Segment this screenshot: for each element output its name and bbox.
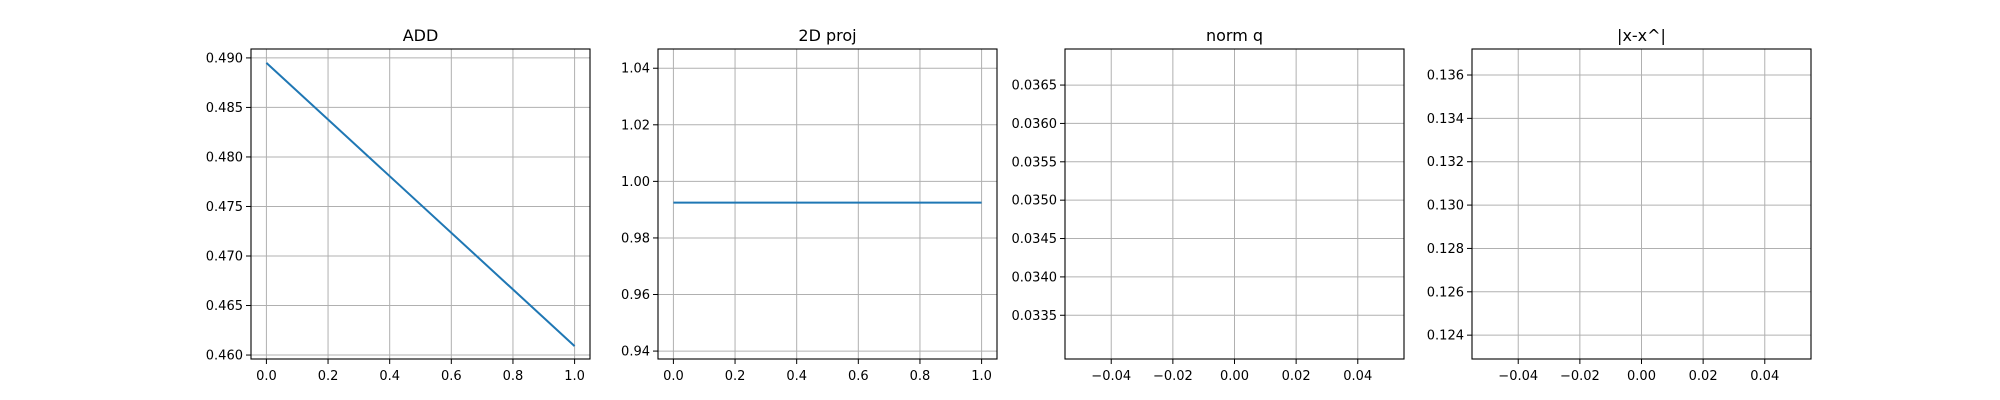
y-tick-label: 0.128	[1427, 242, 1464, 257]
y-tick-label: 0.475	[206, 200, 243, 215]
subplot-norm-q: −0.04 −0.02 0.00 0.02 0.04 0.0335 0.0340 0.0345…	[1012, 26, 1405, 384]
x-tick-label: 0.6	[441, 369, 462, 384]
chart-title: ADD	[403, 26, 439, 45]
y-tick-label: 0.0350	[1012, 194, 1058, 209]
y-tick-label: 0.132	[1427, 155, 1464, 170]
x-tick-label: 0.02	[1689, 369, 1718, 384]
x-tick-label: 0.00	[1627, 369, 1656, 384]
x-tick-label: −0.02	[1153, 369, 1193, 384]
y-tick-label: 0.490	[206, 51, 243, 66]
y-tick-label: 0.0340	[1012, 270, 1058, 285]
chart-title: 2D proj	[798, 26, 856, 45]
subplot-x-error: −0.04 −0.02 0.00 0.02 0.04 0.124 0.126 0.128 0.1…	[1427, 26, 1812, 384]
y-tick-label: 0.136	[1427, 69, 1464, 84]
series-line	[265, 62, 576, 347]
y-tick-label: 1.04	[621, 62, 650, 77]
y-tick-label: 0.98	[621, 231, 650, 246]
y-tick-label: 0.480	[206, 150, 243, 165]
x-tick-label: 0.2	[318, 369, 339, 384]
y-tick-label: 0.94	[621, 345, 650, 360]
x-tick-label: −0.02	[1560, 369, 1600, 384]
y-tick-label: 0.126	[1427, 285, 1464, 300]
y-tick-label: 0.134	[1427, 112, 1464, 127]
y-tick-label: 0.485	[206, 101, 243, 116]
axes-frame	[250, 48, 591, 360]
y-tick-label: 0.470	[206, 249, 243, 264]
x-tick-label: 0.0	[256, 369, 277, 384]
axes-frame	[657, 48, 998, 360]
subplot-add: 0.0 0.2 0.4 0.6 0.8 1.0 0.460 0.465 0.470 0.475 0.…	[206, 26, 591, 384]
y-tick-label: 1.00	[621, 175, 650, 190]
subplot-grid: 0.0 0.2 0.4 0.6 0.8 1.0 0.460 0.465 0.470 0.475 0.…	[206, 26, 1812, 384]
y-tick-label: 0.0345	[1012, 232, 1058, 247]
x-tick-label: 0.4	[786, 369, 807, 384]
y-tick-label: 0.0335	[1012, 309, 1058, 324]
x-tick-label: 0.4	[379, 369, 400, 384]
y-tick-label: 0.0365	[1012, 79, 1058, 94]
x-tick-label: 0.04	[1343, 369, 1372, 384]
y-tick-label: 0.130	[1427, 199, 1464, 214]
x-tick-label: −0.04	[1498, 369, 1538, 384]
x-tick-label: 0.00	[1220, 369, 1249, 384]
subplot-2d-proj: 0.0 0.2 0.4 0.6 0.8 1.0 0.94 0.96 0.98 1.00 1.02 1.…	[621, 26, 998, 384]
x-tick-label: 0.02	[1282, 369, 1311, 384]
y-tick-label: 1.02	[621, 118, 650, 133]
x-tick-label: 0.6	[848, 369, 869, 384]
y-tick-label: 0.124	[1427, 329, 1464, 344]
x-tick-label: 1.0	[971, 369, 992, 384]
x-tick-label: 0.2	[725, 369, 746, 384]
x-tick-label: 0.04	[1750, 369, 1779, 384]
x-tick-label: −0.04	[1091, 369, 1131, 384]
chart-title: norm q	[1206, 26, 1263, 45]
y-tick-label: 0.460	[206, 349, 243, 364]
x-tick-label: 0.0	[663, 369, 684, 384]
x-tick-label: 0.8	[910, 369, 931, 384]
x-tick-label: 1.0	[564, 369, 585, 384]
x-tick-label: 0.8	[503, 369, 524, 384]
y-tick-label: 0.0355	[1012, 155, 1058, 170]
chart-title: |x-x^|	[1617, 26, 1666, 45]
y-tick-label: 0.0360	[1012, 117, 1058, 132]
y-tick-label: 0.96	[621, 288, 650, 303]
y-tick-label: 0.465	[206, 299, 243, 314]
